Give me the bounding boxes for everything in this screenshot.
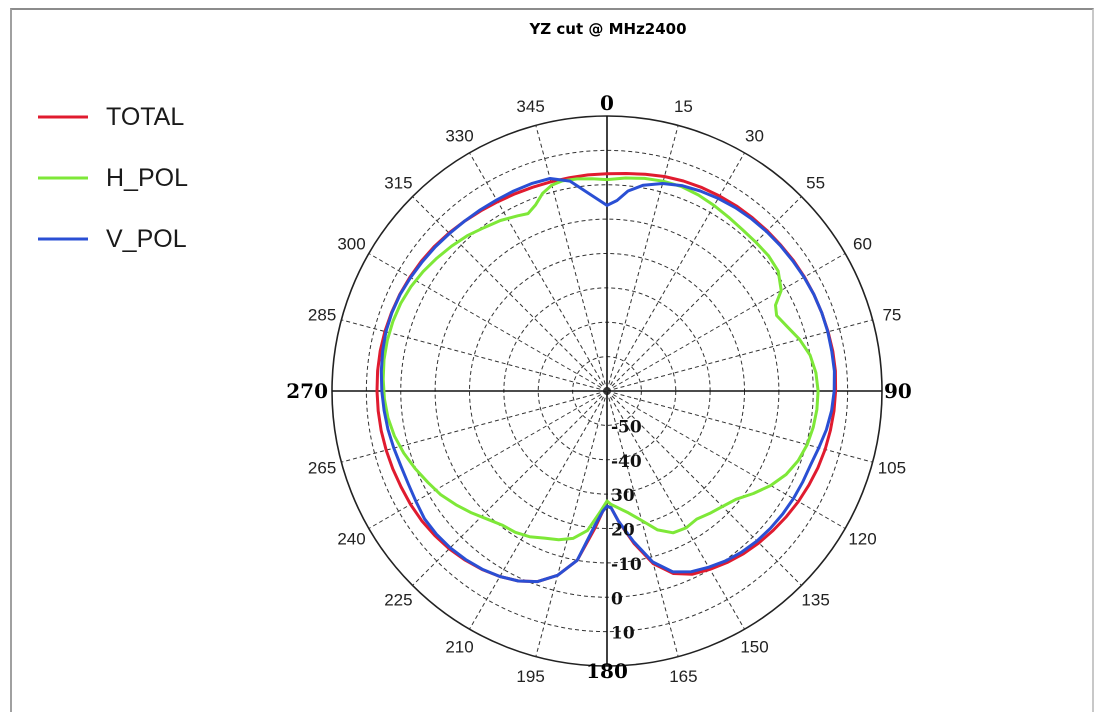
spoke-135 — [606, 390, 802, 586]
chart-title: YZ cut @ MHz2400 — [528, 20, 686, 38]
spoke-300 — [368, 253, 608, 392]
angle-label-225: 225 — [384, 591, 412, 610]
angle-label-315: 315 — [384, 173, 412, 192]
angle-label-345: 345 — [516, 97, 544, 116]
angle-label-285: 285 — [308, 306, 336, 325]
spoke-30 — [606, 152, 745, 392]
angle-label-15: 15 — [674, 97, 693, 116]
legend-label-v-pol: V_POL — [106, 225, 187, 253]
polar-grid — [331, 115, 883, 667]
angle-label-0: 0 — [600, 91, 614, 115]
angle-label-210: 210 — [445, 638, 473, 657]
radial-label-0: -50 — [611, 417, 642, 437]
angle-label-120: 120 — [848, 530, 876, 549]
radial-label-6: 10 — [611, 624, 635, 644]
series-layer — [375, 172, 838, 584]
angle-label-165: 165 — [669, 667, 697, 686]
angle-label-90: 90 — [884, 379, 912, 403]
angle-label-75: 75 — [882, 306, 901, 325]
angle-label-105: 105 — [878, 458, 906, 477]
radial-label-3: 20 — [611, 521, 635, 541]
spoke-210 — [469, 390, 608, 630]
legend-label-total: TOTAL — [106, 103, 184, 131]
spoke-105 — [606, 390, 873, 463]
spoke-225 — [412, 390, 608, 586]
angle-label-180: 180 — [586, 659, 628, 683]
angle-label-150: 150 — [740, 638, 768, 657]
spoke-120 — [606, 390, 846, 529]
spoke-255 — [341, 390, 608, 463]
angle-label-135: 135 — [801, 591, 829, 610]
angle-label-45: 55 — [806, 173, 825, 192]
spoke-15 — [606, 125, 679, 392]
radial-label-5: 0 — [611, 589, 623, 609]
angle-label-300: 300 — [337, 235, 365, 254]
spoke-315 — [412, 196, 608, 392]
angle-label-30: 30 — [745, 127, 764, 146]
series-line-v-pol — [379, 177, 836, 584]
angle-label-240: 240 — [337, 530, 365, 549]
radial-label-2: 30 — [611, 486, 635, 506]
legend: TOTAL H_POL V_POL — [38, 103, 188, 253]
series-line-h-pol — [381, 176, 820, 542]
radial-label-1: -40 — [611, 452, 642, 472]
spoke-195 — [535, 390, 608, 657]
legend-label-h-pol: H_POL — [106, 164, 188, 192]
spoke-150 — [606, 390, 745, 630]
spoke-165 — [606, 390, 679, 657]
spoke-45 — [606, 196, 802, 392]
angle-label-270: 270 — [286, 379, 328, 403]
spoke-330 — [469, 152, 608, 392]
angle-label-255: 265 — [308, 458, 336, 477]
axis-labels: 0 15 30 55 60 75 90 105 120 135 150 165 180 195 210 225… — [286, 91, 912, 686]
radial-label-4: -10 — [611, 555, 642, 575]
spoke-285 — [341, 319, 608, 392]
angle-label-330: 330 — [445, 127, 473, 146]
angle-label-195: 195 — [516, 667, 544, 686]
spoke-345 — [535, 125, 608, 392]
spoke-60 — [606, 253, 846, 392]
angle-label-60: 60 — [853, 235, 872, 254]
spoke-75 — [606, 319, 873, 392]
spoke-240 — [368, 390, 608, 529]
